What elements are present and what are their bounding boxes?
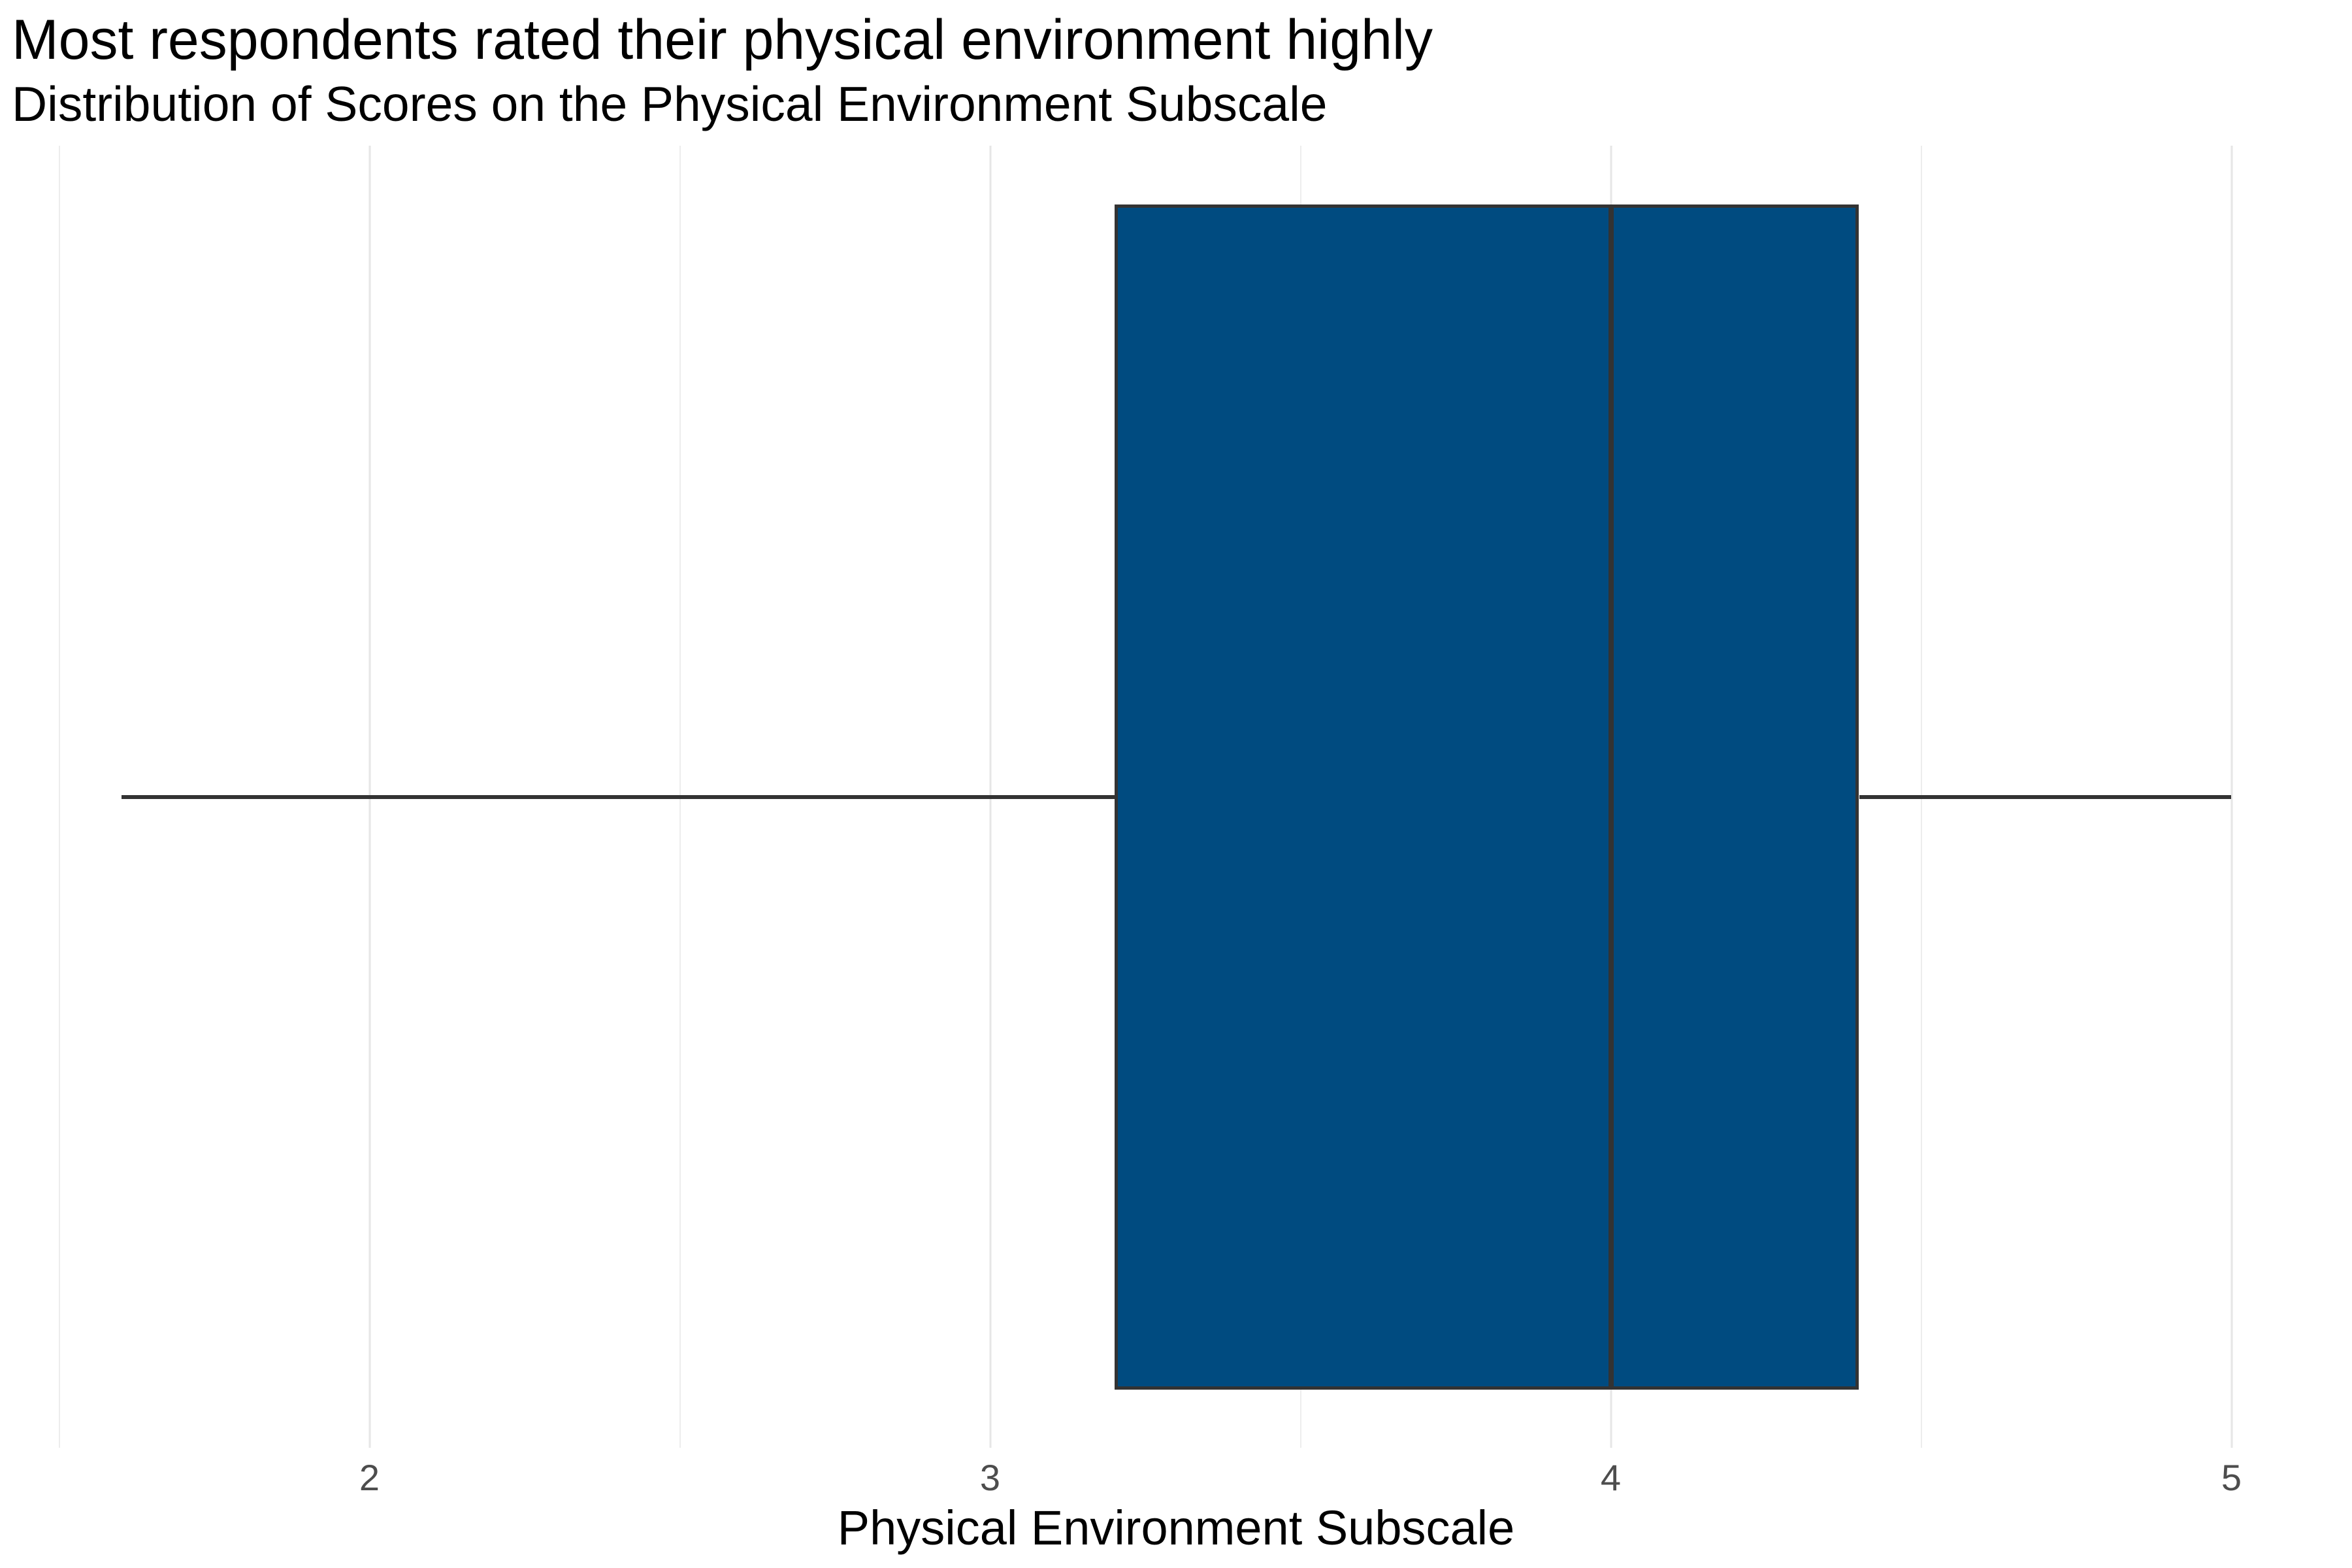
x-axis-tick-labels: 2 3 4 5	[16, 1460, 2337, 1503]
boxplot-median-line	[1608, 204, 1614, 1390]
boxplot-whisker-lower	[121, 794, 1115, 799]
gridline-minor-1.5	[58, 146, 60, 1448]
chart-subtitle: Distribution of Scores on the Physical E…	[12, 76, 1328, 131]
x-tick-label-4: 4	[1600, 1457, 1622, 1498]
x-tick-label-3: 3	[979, 1457, 1001, 1498]
x-tick-label-2: 2	[359, 1457, 380, 1498]
boxplot-box-iqr	[1114, 204, 1859, 1390]
gridline-major-5	[2230, 146, 2232, 1448]
chart-title: Most respondents rated their physical en…	[12, 8, 1433, 71]
plot-panel	[16, 146, 2337, 1448]
boxplot-whisker-upper	[1859, 794, 2232, 799]
x-tick-label-5: 5	[2221, 1457, 2242, 1498]
x-axis-title: Physical Environment Subscale	[837, 1501, 1515, 1555]
